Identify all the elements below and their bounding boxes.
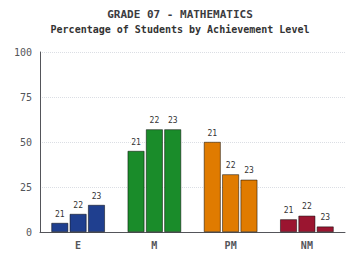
- svg-text:NM: NM: [301, 240, 313, 251]
- svg-text:100: 100: [14, 47, 32, 58]
- svg-text:25: 25: [20, 182, 32, 193]
- svg-text:21: 21: [55, 210, 65, 219]
- svg-text:21: 21: [207, 129, 217, 138]
- svg-text:21: 21: [284, 206, 294, 215]
- svg-text:23: 23: [168, 116, 178, 125]
- svg-text:21: 21: [131, 138, 141, 147]
- svg-text:PM: PM: [225, 240, 237, 251]
- svg-text:0: 0: [26, 227, 32, 238]
- svg-text:E: E: [75, 240, 81, 251]
- svg-text:50: 50: [20, 137, 32, 148]
- svg-text:23: 23: [244, 166, 254, 175]
- svg-text:Percentage of Students by Achi: Percentage of Students by Achievement Le…: [51, 24, 310, 35]
- svg-text:22: 22: [302, 202, 312, 211]
- svg-text:22: 22: [226, 161, 236, 170]
- svg-text:GRADE 07 - MATHEMATICS: GRADE 07 - MATHEMATICS: [107, 8, 253, 21]
- svg-text:22: 22: [73, 201, 83, 210]
- svg-text:75: 75: [20, 92, 32, 103]
- svg-text:23: 23: [320, 213, 330, 222]
- svg-text:23: 23: [92, 192, 102, 201]
- svg-text:22: 22: [150, 116, 160, 125]
- svg-text:M: M: [151, 240, 157, 251]
